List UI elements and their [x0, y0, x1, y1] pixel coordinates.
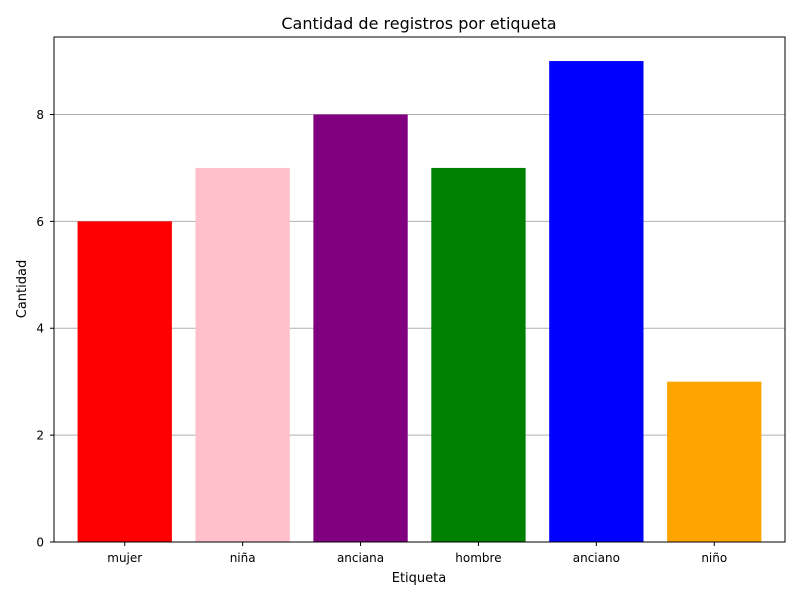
x-tick-label: anciana [337, 551, 384, 565]
y-tick-label: 0 [36, 536, 44, 550]
x-tick-label: hombre [455, 551, 501, 565]
bar-anciano [549, 61, 644, 543]
bars-group [77, 61, 762, 543]
x-tick-label: niña [230, 551, 256, 565]
grid-lines [54, 113, 785, 436]
chart-title: Cantidad de registros por etiqueta [281, 14, 556, 33]
y-axis-ticks: 0 2 4 6 8 [36, 108, 54, 550]
axes-frame [53, 36, 786, 543]
y-tick-label: 2 [36, 429, 44, 443]
bar-mujer [77, 221, 172, 542]
y-tick-label: 8 [36, 108, 44, 122]
bar-anciana [313, 114, 408, 543]
y-tick-label: 6 [36, 215, 44, 229]
x-axis-ticks: mujer niña anciana hombre anciano niño [107, 542, 727, 565]
bar-niña [195, 167, 290, 543]
x-tick-label: anciano [573, 551, 620, 565]
y-tick-label: 4 [36, 322, 44, 336]
bar-hombre [431, 167, 526, 543]
x-tick-label: niño [701, 551, 727, 565]
y-axis-label: Cantidad [15, 260, 30, 318]
bar-niño [667, 381, 762, 542]
x-axis-label: Etiqueta [392, 571, 446, 586]
x-tick-label: mujer [107, 551, 142, 565]
